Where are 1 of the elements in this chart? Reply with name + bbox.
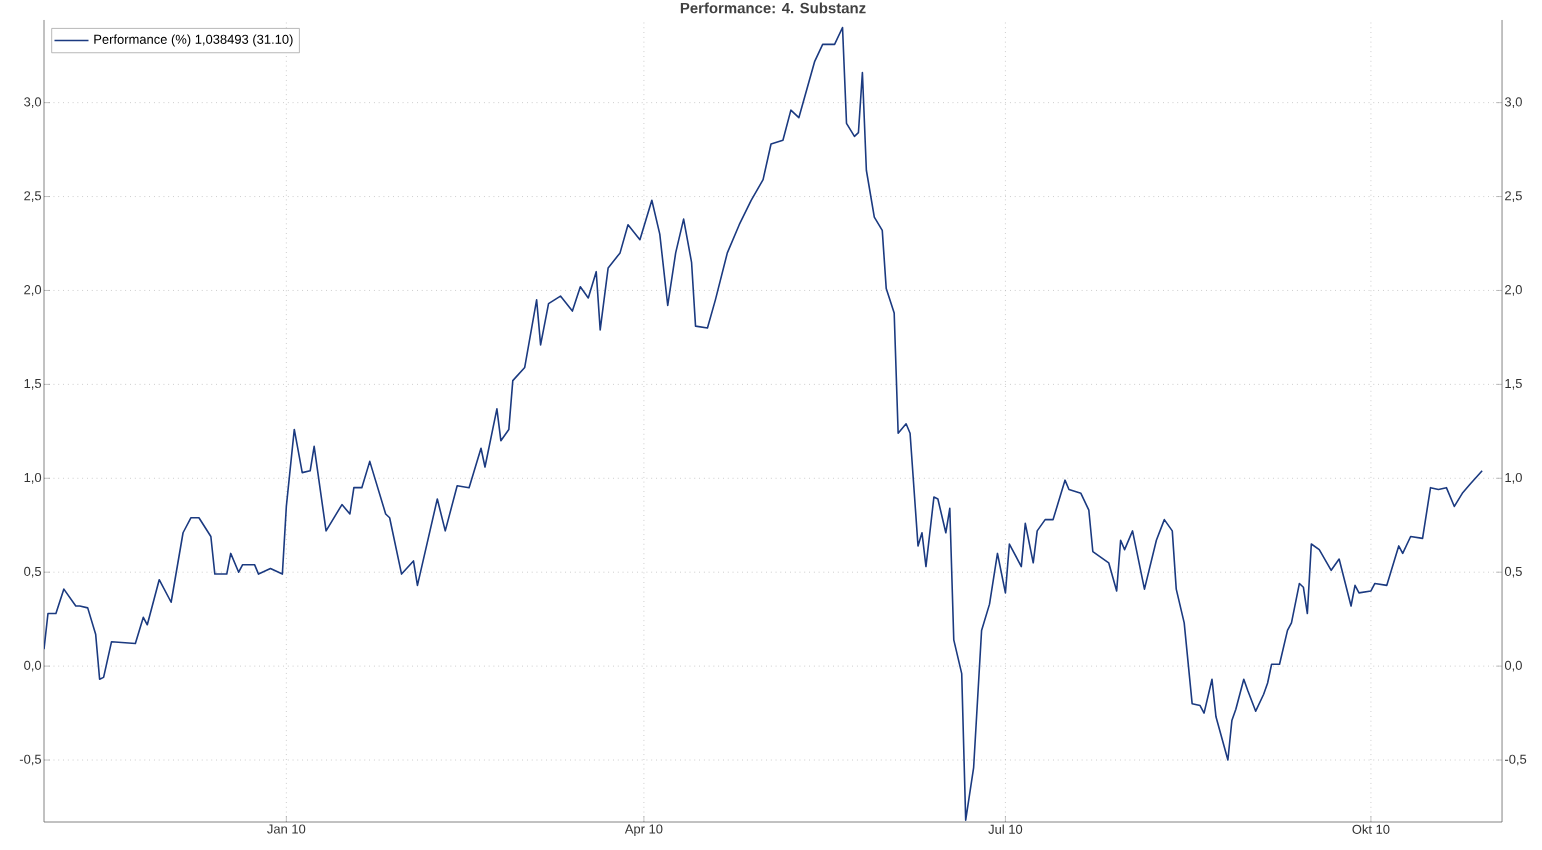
- line-series: [44, 26, 1483, 821]
